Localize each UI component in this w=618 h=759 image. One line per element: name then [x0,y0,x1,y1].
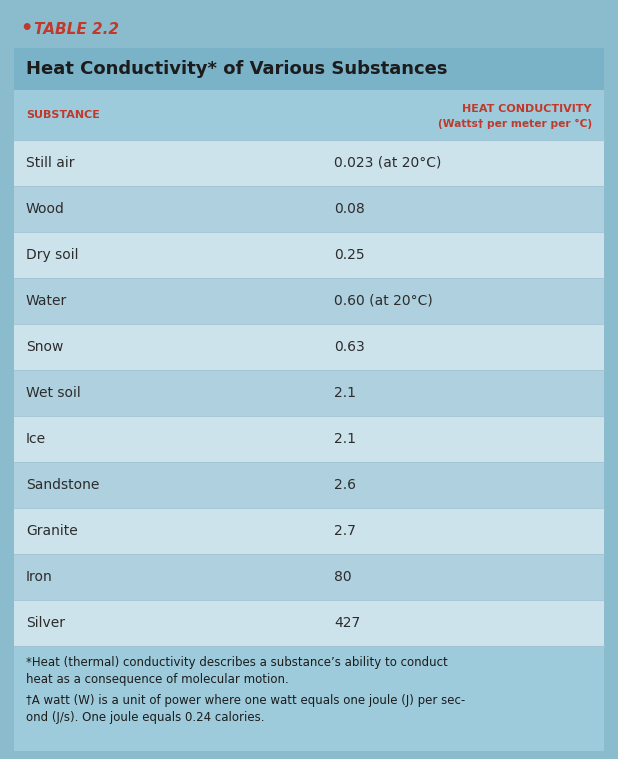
Text: (Watts† per meter per °C): (Watts† per meter per °C) [438,119,592,129]
Bar [14,600,604,646]
Bar [14,646,604,751]
Text: SUBSTANCE: SUBSTANCE [26,110,100,120]
Text: 0.60 (at 20°C): 0.60 (at 20°C) [334,294,433,308]
Text: Ice: Ice [26,432,46,446]
Text: 2.7: 2.7 [334,524,356,538]
Text: TABLE 2.2: TABLE 2.2 [34,21,119,36]
Text: Water: Water [26,294,67,308]
Text: Granite: Granite [26,524,78,538]
Bar [14,370,604,416]
Text: †A watt (W) is a unit of power where one watt equals one joule (J) per sec-
ond : †A watt (W) is a unit of power where one… [26,694,465,724]
Text: 0.023 (at 20°C): 0.023 (at 20°C) [334,156,441,170]
Bar [14,554,604,600]
Text: 80: 80 [334,570,352,584]
Text: Heat Conductivity* of Various Substances: Heat Conductivity* of Various Substances [26,60,447,78]
Text: 2.1: 2.1 [334,432,356,446]
Bar [14,186,604,232]
Bar [14,416,604,462]
Bar [14,278,604,324]
Text: HEAT CONDUCTIVITY: HEAT CONDUCTIVITY [462,104,592,114]
Bar [14,90,604,140]
Bar [14,232,604,278]
Bar [14,10,604,48]
Text: Wood: Wood [26,202,65,216]
Bar [14,508,604,554]
Text: 2.6: 2.6 [334,478,356,492]
Text: 2.1: 2.1 [334,386,356,400]
Text: 0.08: 0.08 [334,202,365,216]
Text: 0.63: 0.63 [334,340,365,354]
Text: Wet soil: Wet soil [26,386,81,400]
Text: •: • [20,20,32,39]
Text: 0.25: 0.25 [334,248,365,262]
Text: Snow: Snow [26,340,64,354]
Text: Still air: Still air [26,156,75,170]
Bar [14,462,604,508]
Bar [14,324,604,370]
Bar [14,48,604,90]
Text: Sandstone: Sandstone [26,478,99,492]
Text: 427: 427 [334,616,360,630]
Text: *Heat (thermal) conductivity describes a substance’s ability to conduct
heat as : *Heat (thermal) conductivity describes a… [26,656,448,686]
Text: Silver: Silver [26,616,65,630]
Text: Dry soil: Dry soil [26,248,78,262]
Text: Iron: Iron [26,570,53,584]
Bar [14,140,604,186]
